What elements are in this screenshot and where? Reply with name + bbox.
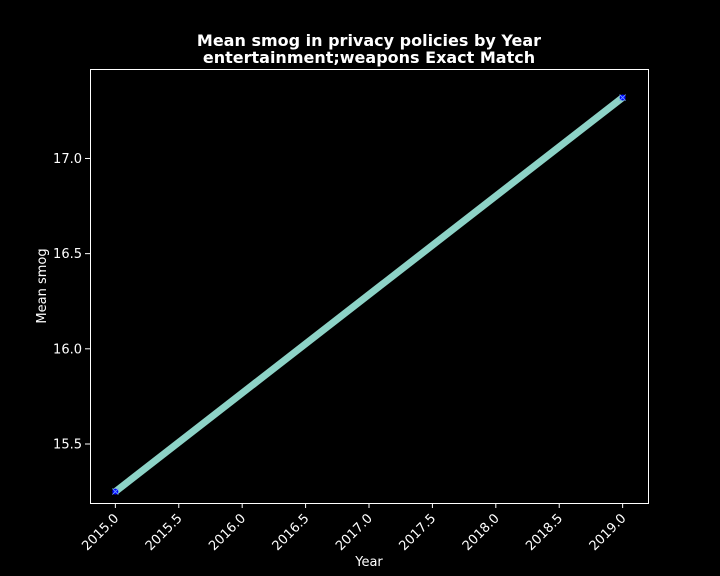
y-tick-label: 15.5 xyxy=(53,437,82,452)
x-tick-label: 2015.5 xyxy=(143,511,186,554)
chart-subtitle: entertainment;weapons Exact Match xyxy=(203,48,535,67)
y-axis-label: Mean smog xyxy=(35,248,50,323)
x-tick-label: 2016.0 xyxy=(206,511,249,554)
x-tick-label: 2017.0 xyxy=(333,511,376,554)
y-axis: 15.5 16.0 16.5 17.0 xyxy=(53,152,90,452)
x-tick-label: 2015.0 xyxy=(79,511,122,554)
x-tick-label: 2016.5 xyxy=(270,511,313,554)
x-tick-label: 2017.5 xyxy=(396,511,439,554)
y-tick-label: 16.5 xyxy=(53,247,82,262)
data-point xyxy=(619,94,626,101)
y-tick-label: 17.0 xyxy=(53,152,82,167)
y-tick-label: 16.0 xyxy=(53,342,82,357)
x-tick-label: 2018.5 xyxy=(523,511,566,554)
series-group xyxy=(112,94,626,495)
x-tick-label: 2019.0 xyxy=(587,511,630,554)
chart-title: Mean smog in privacy policies by Year xyxy=(197,31,541,50)
x-axis: 2015.0 2015.5 2016.0 2016.5 2017.0 2017.5 2018… xyxy=(79,503,629,554)
x-tick-label: 2018.0 xyxy=(460,511,503,554)
plot-area xyxy=(90,69,649,504)
series-line xyxy=(113,94,625,495)
x-axis-label: Year xyxy=(354,555,383,570)
data-point xyxy=(112,488,119,495)
